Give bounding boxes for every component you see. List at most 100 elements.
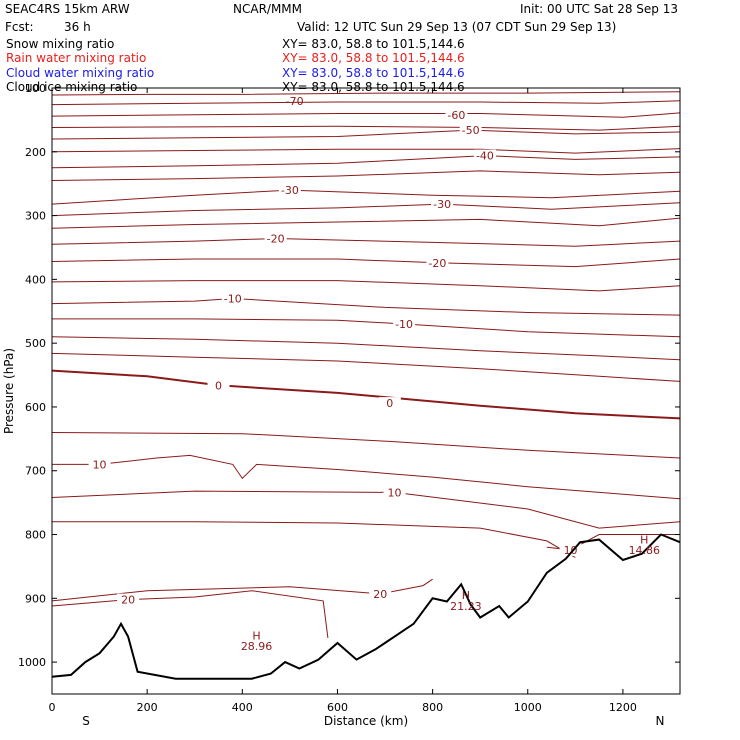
isotherm-label: 0 (215, 379, 222, 392)
y-tick-label: 100 (25, 82, 46, 95)
isotherm-label-bg (426, 256, 449, 269)
isotherm-22 (52, 521, 576, 558)
isotherm-label: -60 (447, 109, 465, 122)
y-tick-label: 800 (25, 529, 46, 542)
isotherm-7 (51, 170, 681, 181)
isotherm-label: -20 (428, 257, 446, 270)
isotherm-8 (51, 189, 681, 205)
isotherm-label: 10 (93, 458, 107, 471)
field-name-cloud-ice: Cloud ice mixing ratio (6, 80, 138, 94)
isotherm-label: 10 (564, 544, 578, 557)
isotherm-label: 10 (388, 486, 402, 499)
x-tick-label: 1000 (514, 701, 542, 714)
max-annotation: 21.23 (450, 600, 482, 613)
isotherm-11 (51, 237, 681, 247)
isotherm-label-bg (369, 587, 392, 600)
x-axis-label: Distance (km) (324, 714, 408, 728)
isotherm-label-bg (378, 397, 401, 410)
isotherm-14 (51, 297, 681, 316)
isotherm-label: -10 (395, 318, 413, 331)
max-annotation: H (252, 629, 260, 642)
isotherm-label-bg (383, 486, 406, 499)
x-tick-label: 800 (422, 701, 443, 714)
max-annotation: H (462, 589, 470, 602)
forecast-hour: 36 h (64, 20, 91, 34)
x-tick-label: 200 (137, 701, 158, 714)
isotherm-5 (51, 148, 681, 154)
tick-layer: 0 200 400 600 800 1000 12001002003004005006007… (18, 82, 680, 714)
isotherm-15 (52, 318, 681, 338)
terrain-layer (51, 533, 681, 680)
isotherm-label-bg (221, 292, 244, 305)
y-tick-label: 500 (25, 337, 46, 350)
model-title: SEAC4RS 15km ARW (5, 2, 130, 16)
isotherm-24 (51, 578, 433, 602)
isotherm-label-bg (283, 94, 306, 107)
x-tick-label: 0 (49, 701, 56, 714)
max-annotation: 28.96 (241, 640, 273, 653)
isotherm-20 (52, 454, 681, 500)
field-name-rain: Rain water mixing ratio (6, 51, 147, 65)
init-time: Init: 00 UTC Sat 28 Sep 13 (520, 2, 679, 16)
field-xy-cloud-water: XY= 83.0, 58.8 to 101.5,144.6 (282, 66, 465, 80)
isotherm-label-bg (207, 379, 230, 392)
y-tick-label: 400 (25, 273, 46, 286)
max-annotation: 14.86 (629, 544, 661, 557)
x-tick-label: 600 (327, 701, 348, 714)
south-end-label: S (82, 714, 90, 728)
isotherm-4 (51, 129, 681, 140)
isotherm-label: -20 (267, 233, 285, 246)
y-axis-label: Pressure (hPa) (2, 348, 16, 434)
isotherm-label-bg (264, 232, 287, 245)
isotherm-3 (51, 125, 681, 131)
x-tick-label: 400 (232, 701, 253, 714)
isotherm-9 (51, 202, 681, 217)
isotherm-label-bg (445, 108, 468, 121)
y-tick-label: 200 (25, 146, 46, 159)
organization: NCAR/MMM (233, 2, 303, 16)
y-tick-label: 300 (25, 210, 46, 223)
isotherm-label-bg (431, 198, 454, 211)
isotherm-6 (51, 155, 681, 169)
isotherm-25 (51, 590, 329, 638)
isotherm-10 (51, 217, 681, 229)
isotherm-label: 20 (373, 588, 387, 601)
isotherm-label: 0 (386, 397, 393, 410)
isotherm-label: -10 (224, 293, 242, 306)
isotherm-label: 20 (121, 594, 135, 607)
isotherm-label: -70 (286, 95, 304, 108)
isotherm-label: -40 (476, 150, 494, 163)
isotherm-label-bg (473, 149, 496, 162)
field-xy-cloud-ice: XY= 83.0, 58.8 to 101.5,144.6 (282, 80, 465, 94)
isotherm-21 (51, 490, 681, 529)
isotherm-12 (51, 258, 681, 268)
isotherm-layer: -70 -60 -50 -40 -30 -30 -20 -20 -10 -10 0 0 10 10 10 20… (51, 91, 681, 638)
north-end-label: N (656, 714, 665, 728)
isotherm-0 (51, 91, 681, 96)
y-tick-label: 700 (25, 465, 46, 478)
isotherm-label-bg (459, 124, 482, 137)
forecast-label: Fcst: (5, 20, 34, 34)
isotherm-label: -50 (462, 124, 480, 137)
isotherm-1 (51, 100, 681, 106)
field-xy-rain: XY= 83.0, 58.8 to 101.5,144.6 (282, 51, 465, 65)
isotherm-17 (51, 352, 681, 382)
isotherm-label: -30 (433, 198, 451, 211)
field-name-snow: Snow mixing ratio (6, 37, 115, 51)
y-tick-label: 900 (25, 592, 46, 605)
isotherm-19 (51, 432, 681, 459)
isotherm-label-bg (117, 593, 140, 606)
isotherm-2 (51, 112, 681, 118)
terrain-line (51, 533, 681, 680)
field-xy-snow: XY= 83.0, 58.8 to 101.5,144.6 (282, 37, 465, 51)
field-name-cloud-water: Cloud water mixing ratio (6, 66, 155, 80)
max-annotation: H (640, 534, 648, 547)
isotherm-label: -30 (281, 184, 299, 197)
isotherm-16 (51, 336, 681, 361)
y-tick-label: 600 (25, 401, 46, 414)
isotherm-label-bg (278, 184, 301, 197)
isotherm-label-bg (88, 458, 111, 471)
x-tick-label: 1200 (609, 701, 637, 714)
